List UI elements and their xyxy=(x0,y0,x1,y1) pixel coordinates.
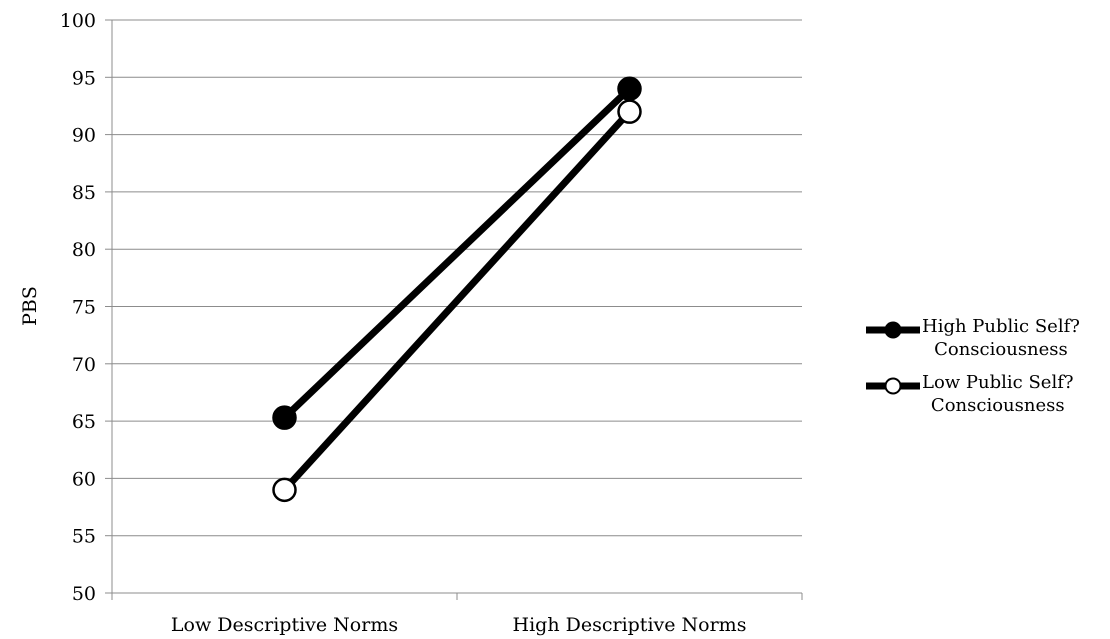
data-point-hollow xyxy=(617,99,642,124)
y-tick-label: 70 xyxy=(72,354,96,376)
y-tick-label: 65 xyxy=(72,411,96,433)
legend-marker-hollow-icon xyxy=(866,377,920,395)
x-tick-label: Low Descriptive Norms xyxy=(171,614,398,636)
legend-item-low: Low Public Self? Consciousness xyxy=(866,372,1074,417)
y-tick-label: 80 xyxy=(72,239,96,261)
y-tick-label: 100 xyxy=(60,10,96,32)
data-series xyxy=(272,76,642,503)
series-2 xyxy=(272,99,642,503)
legend-label-low-line1: Low Public Self? xyxy=(922,372,1074,393)
y-tick-labels: 50 55 60 65 70 75 80 85 90 95 100 xyxy=(60,10,96,605)
series-1 xyxy=(272,76,642,430)
legend-marker-filled-icon xyxy=(866,321,920,339)
x-tick-labels: Low Descriptive Norms High Descriptive No… xyxy=(171,614,747,636)
legend-label-high-line1: High Public Self? xyxy=(922,316,1080,337)
series-line xyxy=(281,109,633,493)
gridlines xyxy=(112,19,802,537)
legend-label-low-line2: Consciousness xyxy=(930,395,1065,416)
y-tick-label: 60 xyxy=(72,468,96,490)
legend-item-high: High Public Self? Consciousness xyxy=(866,316,1080,361)
y-tick-label: 55 xyxy=(72,526,96,548)
legend-label-low: Low Public Self? Consciousness xyxy=(922,371,1074,417)
y-tick-label: 85 xyxy=(72,182,96,204)
y-tick-label: 50 xyxy=(72,583,96,605)
y-tick-label: 90 xyxy=(72,125,96,147)
data-point-filled xyxy=(617,76,642,102)
series-line xyxy=(282,86,632,421)
y-tick-label: 95 xyxy=(72,67,96,89)
data-point-filled xyxy=(272,405,297,430)
x-tick-label: High Descriptive Norms xyxy=(513,614,747,636)
data-point-hollow xyxy=(272,477,297,503)
legend-label-high: High Public Self? Consciousness xyxy=(922,315,1080,361)
y-axis-label: PBS xyxy=(19,286,41,326)
y-tick-label: 75 xyxy=(72,297,96,319)
axes xyxy=(105,19,803,600)
legend-label-high-line2: Consciousness xyxy=(934,339,1068,360)
